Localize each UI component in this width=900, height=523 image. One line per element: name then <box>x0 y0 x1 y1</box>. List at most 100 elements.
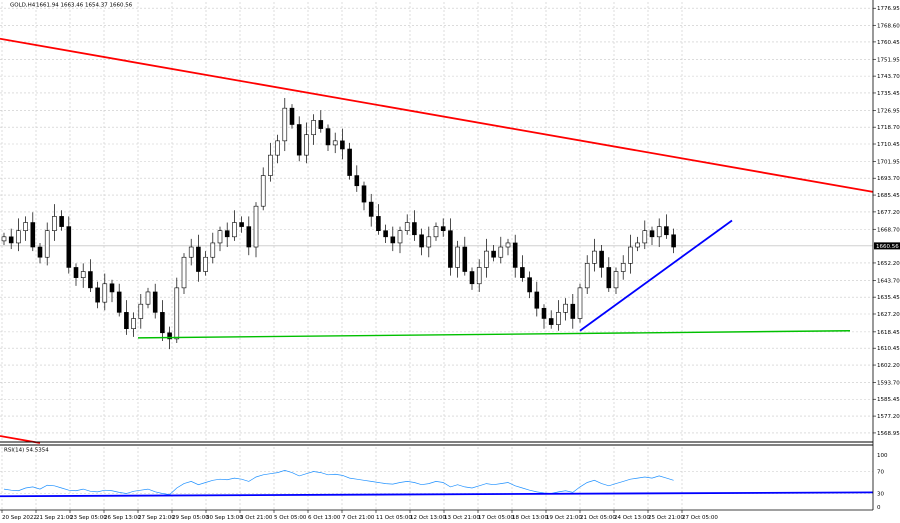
price-tick-label: 1577.20 <box>877 414 900 420</box>
candle-body <box>527 277 532 293</box>
candle-body <box>433 226 439 238</box>
candle-body <box>577 287 583 319</box>
candle-body <box>469 271 475 285</box>
candle-body <box>671 234 676 248</box>
time-tick-label: 3 Oct 21:00 <box>240 515 273 521</box>
candle-body <box>224 230 230 238</box>
candle-body <box>138 303 144 319</box>
time-tick-label: 12 Oct 13:00 <box>410 515 446 521</box>
time-tick-label: 29 Sep 05:00 <box>172 515 209 521</box>
candle-body <box>613 271 619 289</box>
rsi-trendline <box>0 491 874 498</box>
candle-body <box>368 201 374 217</box>
candle-body <box>203 256 208 272</box>
time-tick-label: 19 Oct 21:00 <box>546 515 582 521</box>
price-tick-label: 1602.20 <box>877 363 900 369</box>
price-tick-label: 1627.20 <box>877 312 900 318</box>
candle-body <box>210 242 216 258</box>
candle-body <box>124 312 129 329</box>
candle-body <box>304 134 309 156</box>
candle-body <box>246 226 252 248</box>
candle-body <box>239 222 244 227</box>
candle-body <box>664 226 669 236</box>
time-tick-label: 27 Oct 05:00 <box>682 515 718 521</box>
candle-body <box>16 230 21 244</box>
ohlc-readout: 1661.94 1663.46 1654.37 1660.56 <box>36 3 133 9</box>
price-tick-label: 1776.95 <box>877 6 900 12</box>
price-tick-label: 1618.45 <box>877 330 900 336</box>
candle-body <box>484 250 489 268</box>
candle-body <box>23 222 28 231</box>
candle-body <box>1 236 7 242</box>
price-tick-label: 1610.45 <box>877 346 900 352</box>
candle-body <box>167 332 172 340</box>
candle-body <box>354 175 360 187</box>
time-tick-label: 30 Sep 13:00 <box>206 515 243 521</box>
price-tick-label: 1735.45 <box>877 91 900 97</box>
candle-body <box>318 120 324 129</box>
candle-body <box>556 312 561 325</box>
rsi-title: RSI(14) 54.5354 <box>4 448 49 454</box>
candle-body <box>289 107 295 125</box>
price-tick-label: 1701.95 <box>877 159 900 165</box>
candle-body <box>376 216 381 231</box>
candle-body <box>268 154 273 176</box>
candle-body <box>340 140 345 150</box>
candle-body <box>275 140 280 156</box>
rsi-line <box>3 470 674 495</box>
price-tick-label: 1693.70 <box>877 176 900 182</box>
price-tick-label: 1652.20 <box>877 261 900 267</box>
time-tick-label: 6 Oct 13:00 <box>308 515 341 521</box>
candle-body <box>649 230 655 238</box>
candle-body <box>462 246 468 272</box>
candle-body <box>440 226 446 231</box>
price-tick-label: 1710.45 <box>877 142 900 148</box>
time-tick-label: 25 Oct 21:00 <box>648 515 684 521</box>
candle-body <box>534 291 540 309</box>
time-tick-label: 21 Oct 05:00 <box>580 515 616 521</box>
candle-body <box>426 236 432 248</box>
candle-body <box>52 216 57 231</box>
candle-body <box>59 216 64 227</box>
candle-body <box>116 291 122 313</box>
trendlines <box>0 37 874 444</box>
candle-body <box>37 246 43 258</box>
candle-body <box>563 303 568 313</box>
candle-body <box>80 271 86 278</box>
candle-body <box>217 230 223 244</box>
candle-body <box>620 263 626 272</box>
candle-body <box>512 242 518 268</box>
time-tick-label: 13 Oct 21:00 <box>444 515 480 521</box>
trendline <box>137 330 851 339</box>
candle-body <box>383 230 388 238</box>
candle-body <box>66 226 72 268</box>
candle-body <box>635 242 640 248</box>
candle-body <box>102 283 108 303</box>
time-tick-label: 27 Sep 21:00 <box>138 515 175 521</box>
symbol-label: GOLD,H4 <box>10 3 36 9</box>
candle-body <box>642 230 648 244</box>
candle-body <box>520 267 525 278</box>
time-tick-label: 20 Sep 2022 <box>2 515 37 521</box>
candle-body <box>152 291 158 313</box>
candle-body <box>628 246 633 264</box>
candle-body <box>390 236 396 244</box>
candle-body <box>548 318 554 325</box>
candle-body <box>174 287 180 340</box>
time-tick-label: 17 Oct 05:00 <box>478 515 514 521</box>
candle-body <box>109 283 115 293</box>
candle-body <box>592 250 597 264</box>
candle-body <box>606 267 612 289</box>
candle-body <box>30 222 36 248</box>
candles <box>1 97 676 350</box>
rsi-tick-label: 0 <box>877 505 881 511</box>
rsi-tick-label: 30 <box>877 492 884 498</box>
price-tick-label: 1677.20 <box>877 210 900 216</box>
candle-body <box>196 246 201 272</box>
main-plot-background <box>0 0 873 441</box>
price-tick-label: 1668.70 <box>877 227 900 233</box>
time-tick-label: 24 Oct 13:00 <box>614 515 650 521</box>
candle-body <box>160 312 165 334</box>
candle-body <box>145 291 151 305</box>
candle-body <box>491 250 496 258</box>
